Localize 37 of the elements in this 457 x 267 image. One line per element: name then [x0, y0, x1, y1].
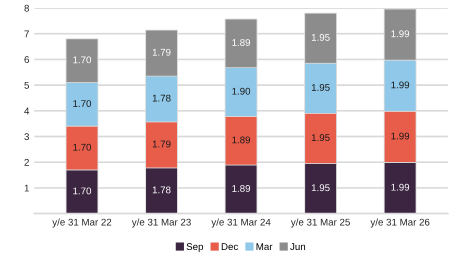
data-label: 1.99	[391, 30, 410, 38]
data-label: 1.99	[391, 81, 410, 88]
data-label: 1.95	[312, 134, 330, 142]
y-tick-label: 1	[24, 184, 29, 192]
data-label: 1.78	[152, 94, 171, 102]
data-label: 1.89	[232, 136, 250, 144]
data-label: 1.70	[73, 144, 92, 151]
data-label: 1.95	[312, 84, 330, 91]
legend-label: Sep	[186, 243, 204, 252]
y-tick-label: 8	[24, 4, 29, 12]
legend-label: Jun	[290, 243, 306, 250]
legend-label: Mar	[256, 243, 272, 250]
data-label: 1.79	[152, 48, 171, 56]
data-label: 1.79	[152, 140, 171, 148]
data-label: 1.78	[152, 186, 171, 194]
x-tick-label: y/e 31 Mar 26	[370, 218, 430, 228]
y-tick-label: 7	[24, 30, 29, 38]
data-label: 1.70	[73, 56, 92, 64]
data-label: 1.89	[232, 39, 250, 46]
data-label: 1.70	[73, 100, 92, 107]
data-label: 1.95	[312, 34, 330, 41]
y-tick-label: 5	[24, 82, 30, 89]
data-label: 1.99	[391, 184, 410, 191]
x-tick-label: y/e 31 Mar 25	[290, 218, 350, 228]
legend-label: Dec	[222, 243, 238, 250]
data-label: 1.95	[312, 184, 330, 192]
data-label: 1.99	[391, 132, 410, 140]
data-label: 1.89	[232, 185, 250, 192]
data-label: 1.90	[232, 88, 250, 95]
x-tick-label: y/e 31 Mar 22	[52, 218, 112, 228]
y-tick-label: 2	[24, 158, 29, 166]
y-tick-label: 4	[24, 108, 30, 114]
x-tick-label: y/e 31 Mar 23	[132, 218, 191, 228]
y-tick-label: 6	[24, 56, 29, 64]
data-label: 1.70	[73, 187, 92, 194]
y-tick-label: 3	[24, 133, 29, 140]
x-tick-label: y/e 31 Mar 24	[211, 218, 271, 228]
